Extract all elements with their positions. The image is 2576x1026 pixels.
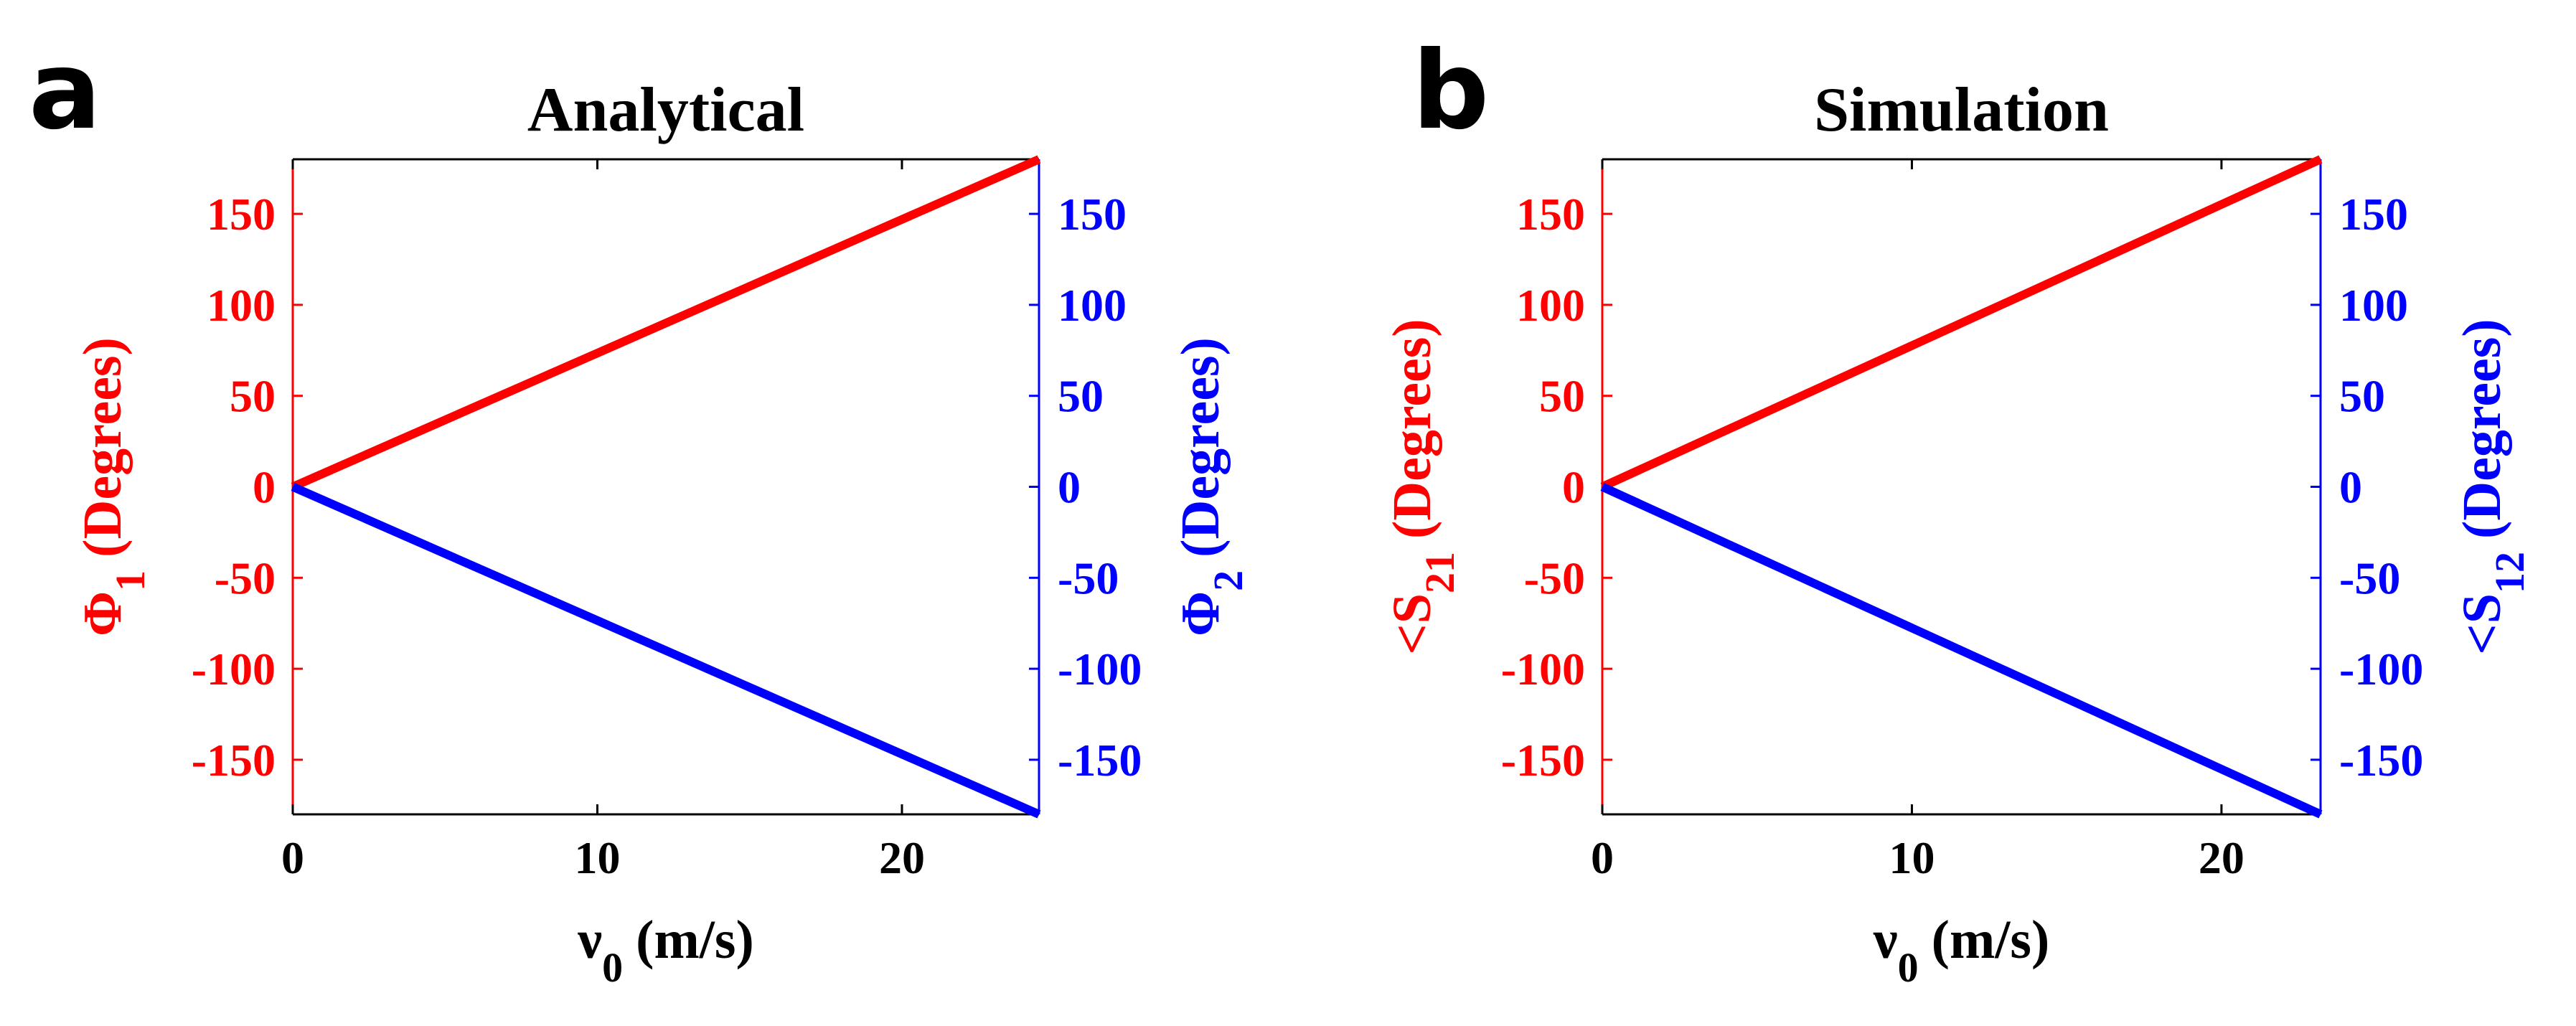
y-tick-label-left: -100 [192, 644, 276, 695]
series-line-right [291, 483, 1041, 819]
label-subscript: 2 [1205, 570, 1251, 591]
y-tick-label-left: -150 [192, 735, 276, 786]
y-tick-label-right: -50 [1058, 552, 1119, 603]
label-subscript: 21 [1416, 552, 1463, 593]
x-tick-label: 10 [1889, 832, 1935, 883]
y-tick-label-right: 100 [1058, 280, 1127, 331]
y-tick-label-right: -100 [1058, 644, 1142, 695]
label-symbol: <S [2452, 593, 2512, 655]
y-tick-label-right: -150 [1058, 735, 1142, 786]
y-tick-label-right: -100 [2339, 644, 2423, 695]
y-tick-label-right: 150 [1058, 189, 1127, 240]
y-tick-label-right: 0 [1058, 462, 1081, 513]
y-tick-label-left: -150 [1501, 735, 1585, 786]
y-tick-label-right: 50 [1058, 371, 1104, 422]
chart-panel-a: a Analytical -150 -150 -100 -100 -50 -50 0 0 50 50 1… [29, 29, 1251, 991]
y-tick-label-left: -50 [215, 552, 276, 603]
y-axis-label-left: Φ1 (Degrees) [72, 337, 154, 636]
chart-title: Analytical [527, 75, 804, 145]
y-tick-label-left: -50 [1524, 552, 1585, 603]
label-symbol: ν [1873, 910, 1898, 970]
label-symbol: Φ [1170, 591, 1231, 636]
series-line-right [1600, 483, 2323, 819]
panel-letter: b [1412, 29, 1489, 154]
y-tick-label-left: 0 [1562, 462, 1585, 513]
y-tick-label-left: 100 [207, 280, 276, 331]
y-tick-label-right: 0 [2339, 462, 2362, 513]
y-tick-label-left: 50 [1539, 371, 1585, 422]
series-line-left [291, 155, 1041, 491]
label-text: (m/s) [636, 910, 754, 970]
y-tick-label-right: -50 [2339, 552, 2400, 603]
y-tick-label-left: 150 [207, 189, 276, 240]
label-subscript: 0 [1898, 944, 1919, 991]
x-tick-label: 20 [2199, 832, 2244, 883]
y-tick-label-right: 50 [2339, 371, 2385, 422]
chart-title: Simulation [1814, 75, 2109, 145]
label-text: (Degrees) [72, 337, 133, 557]
label-symbol: Φ [72, 591, 133, 636]
x-axis-label: ν0 (m/s) [1873, 910, 2050, 991]
x-tick-label: 10 [574, 832, 620, 883]
y-tick-label-left: 150 [1516, 189, 1585, 240]
x-tick-label: 0 [281, 832, 304, 883]
chart-panel-b: b Simulation -150 -150 -100 -100 -50 -50 0 0 50 50 1… [1382, 29, 2533, 991]
panel-letter: a [29, 29, 101, 154]
y-axis-label-left: <S21 (Degrees) [1382, 319, 1463, 654]
label-text: (Degrees) [1170, 337, 1231, 557]
x-axis-label: ν0 (m/s) [577, 910, 754, 991]
label-symbol: <S [1382, 593, 1442, 655]
y-tick-label-left: 100 [1516, 280, 1585, 331]
label-text: (Degrees) [1382, 319, 1442, 539]
label-subscript: 0 [602, 944, 623, 991]
y-axis-label-right: <S12 (Degrees) [2452, 319, 2533, 654]
x-tick-label: 20 [879, 832, 925, 883]
y-axis-label-right: Φ2 (Degrees) [1170, 337, 1251, 636]
y-tick-label-right: 150 [2339, 189, 2408, 240]
x-tick-label: 0 [1591, 832, 1614, 883]
y-tick-label-left: 0 [253, 462, 276, 513]
label-subscript: 12 [2486, 552, 2533, 593]
label-text: (Degrees) [2452, 319, 2512, 539]
y-tick-label-right: -150 [2339, 735, 2423, 786]
y-tick-label-left: -100 [1501, 644, 1585, 695]
y-tick-label-right: 100 [2339, 280, 2408, 331]
y-tick-label-left: 50 [230, 371, 276, 422]
label-symbol: ν [577, 910, 602, 970]
label-subscript: 1 [107, 570, 154, 591]
label-text: (m/s) [1932, 910, 2050, 970]
series-line-left [1600, 155, 2323, 491]
